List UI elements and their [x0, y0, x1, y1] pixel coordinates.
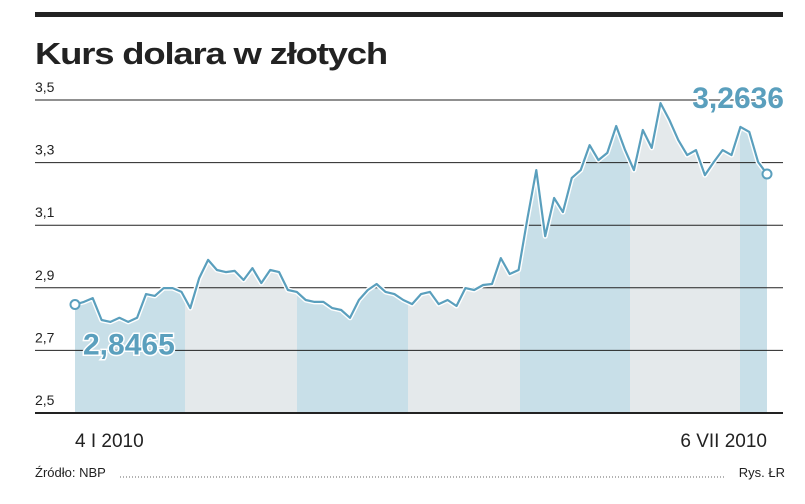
x-tick-label: 6 VII 2010 — [680, 431, 767, 452]
y-tick-label: 3,5 — [35, 79, 55, 95]
month-band — [408, 103, 520, 413]
y-tick-label: 2,5 — [35, 392, 55, 408]
source: Źródło: NBP — [35, 465, 106, 480]
x-tick-label: 4 I 2010 — [75, 431, 144, 452]
month-band — [185, 103, 297, 413]
y-tick-label: 3,1 — [35, 204, 55, 220]
chart-title: Kurs dolara w złotych — [35, 36, 387, 71]
y-tick-label: 2,9 — [35, 267, 55, 283]
top-rule — [35, 12, 783, 17]
y-tick-label: 3,3 — [35, 142, 55, 158]
month-band — [740, 103, 767, 413]
line — [74, 102, 768, 323]
y-tick-label: 2,7 — [35, 329, 55, 345]
credit: Rys. ŁR — [739, 465, 785, 480]
area — [75, 103, 767, 413]
end-point — [761, 168, 773, 180]
end-point — [69, 299, 81, 311]
month-band — [297, 103, 408, 413]
value-label: 2,8465 — [83, 329, 175, 362]
value-label: 3,2636 — [692, 82, 784, 115]
month-band — [75, 103, 185, 413]
